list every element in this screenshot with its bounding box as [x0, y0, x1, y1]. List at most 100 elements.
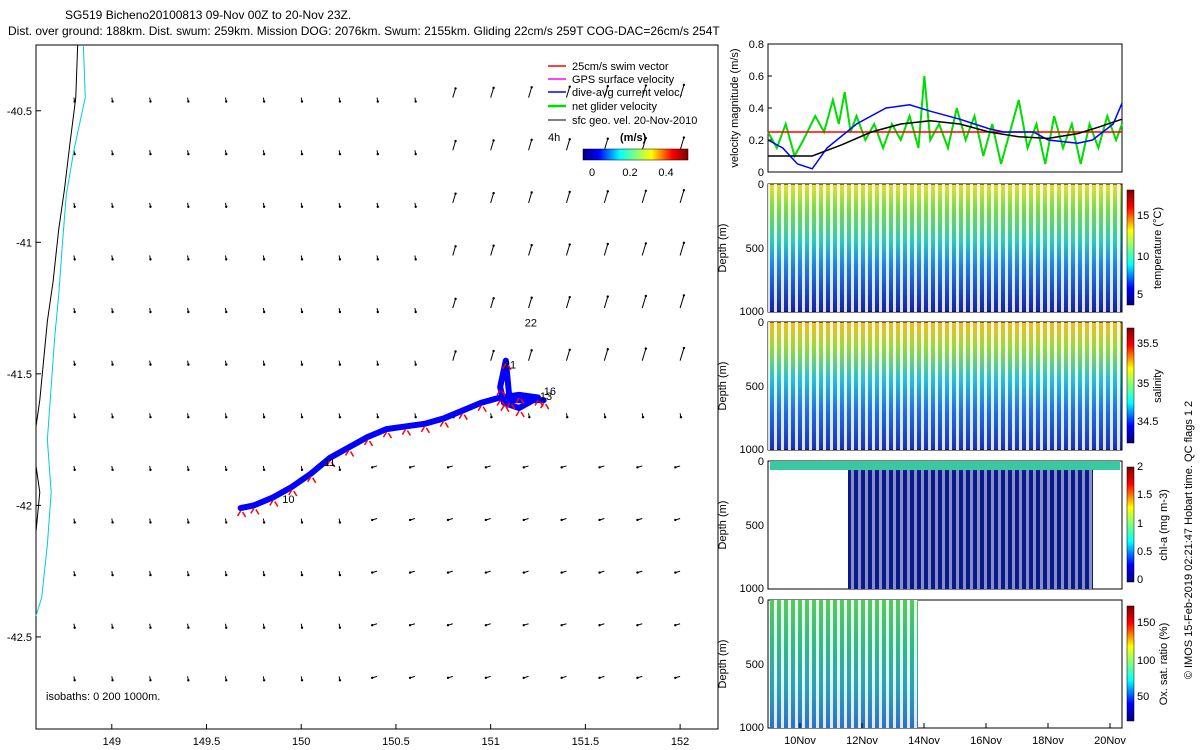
sfc-vel-arrowhead — [73, 573, 76, 577]
sfc-vel-arrowhead — [149, 205, 152, 208]
sfc-vel-arrowhead — [566, 416, 569, 419]
sfc-vel-arrowhead — [446, 571, 450, 574]
salinity-casts — [768, 322, 1122, 450]
swim-vector — [349, 451, 355, 457]
sfc-vel-arrowhead — [568, 190, 571, 194]
cb-tick: 5 — [1137, 289, 1143, 301]
day-label: 22 — [525, 317, 537, 329]
ytick-label: 0.6 — [749, 71, 764, 83]
velocity-panel: 0 0.2 0.4 0.6 0.8 velocity magnitude (m/s) — [729, 39, 1123, 179]
sfc-vel-arrowhead — [598, 624, 601, 627]
swim-vector — [439, 421, 444, 427]
sfc-vel-arrowhead — [300, 521, 304, 524]
sfc-vel-arrowhead — [414, 416, 417, 419]
sfc-vel-arrowhead — [376, 205, 379, 208]
swim-vector — [382, 431, 388, 438]
track-line — [237, 357, 547, 512]
cb-tick: 1 — [1137, 518, 1143, 530]
sfc-vel-arrowhead — [492, 86, 495, 90]
sfc-vel-arrow — [528, 139, 533, 151]
sfc-vel-arrowhead — [149, 100, 152, 103]
speed-colorbar — [582, 148, 689, 161]
sfc-vel-arrowhead — [338, 205, 342, 208]
ytick: 500 — [746, 520, 764, 532]
sfc-vel-arrowhead — [187, 310, 190, 314]
chla-ylabel: Depth (m) — [717, 501, 729, 550]
sfc-vel-arrowhead — [262, 679, 266, 682]
ytick-label: -42.5 — [7, 632, 32, 644]
sfc-vel-arrowhead — [568, 138, 571, 141]
swim-vector — [458, 413, 463, 420]
sfc-vel-arrowhead — [454, 245, 457, 248]
sfc-vel-arrowhead — [300, 573, 304, 577]
swim-vector — [463, 414, 468, 421]
sfc-vel-arrowhead — [262, 626, 266, 629]
sfc-vel-arrowhead — [636, 466, 639, 469]
time-tick-label: 20Nov — [1094, 735, 1126, 747]
chart-subtitle: Dist. over ground: 188km. Dist. swum: 25… — [8, 24, 720, 38]
ytick: 0 — [758, 317, 764, 329]
sfc-vel-arrowhead — [149, 152, 152, 156]
ytick-label: 0.2 — [749, 135, 764, 147]
sfc-vel-arrow — [679, 190, 685, 203]
isobath-0m — [35, 44, 79, 427]
sfc-vel-arrowhead — [641, 416, 645, 419]
sfc-vel-arrowhead — [338, 310, 342, 314]
sfc-vel-arrowhead — [300, 310, 304, 314]
ytick: 1000 — [740, 444, 764, 456]
sfc-vel-arrowhead — [338, 521, 342, 524]
map-legend: 25cm/s swim vector GPS surface velocity … — [548, 61, 697, 179]
sfc-vel-arrowhead — [225, 679, 228, 682]
sfc-vel-arrow — [528, 244, 533, 256]
sfc-vel-arrowhead — [225, 573, 228, 577]
sfc-vel-arrowhead — [414, 363, 417, 366]
swim-vector — [420, 426, 426, 433]
sfc-vel-arrowhead — [606, 242, 609, 246]
swim-vector — [505, 402, 511, 409]
sfc-vel-arrowhead — [530, 138, 533, 142]
sfc-vel-arrowhead — [674, 676, 677, 680]
sfc-vel-arrow — [603, 85, 609, 98]
xtick-label: 150 — [292, 736, 310, 748]
sfc-vel-arrowhead — [530, 296, 533, 299]
sfc-vel-arrowhead — [149, 310, 152, 314]
xtick-label: 149 — [103, 736, 121, 748]
sfc-vel-arrowhead — [674, 518, 677, 522]
sfc-vel-arrowhead — [111, 205, 114, 208]
sfc-vel-arrowhead — [446, 466, 450, 469]
sfc-vel-arrowhead — [187, 258, 190, 261]
ytick: 500 — [746, 659, 764, 671]
sfc-vel-arrowhead — [225, 363, 228, 366]
sfc-vel-arrowhead — [674, 571, 677, 574]
sfc-vel-arrowhead — [682, 241, 686, 245]
sfc-vel-arrowhead — [376, 310, 379, 314]
sfc-vel-arrowhead — [187, 152, 190, 156]
swim-vector — [500, 405, 505, 412]
sfc-vel-arrowhead — [484, 676, 488, 680]
sfc-vel-arrowhead — [338, 679, 342, 682]
velocity-axis: 0 0.2 0.4 0.6 0.8 — [749, 39, 772, 179]
sfc-vel-arrowhead — [300, 100, 304, 103]
sfc-vel-arrowhead — [225, 258, 228, 261]
sfc-vel-arrowhead — [674, 624, 677, 627]
cb-tick: 35.5 — [1137, 338, 1158, 350]
sfc-vel-arrowhead — [446, 624, 450, 627]
temperature-casts — [768, 184, 1122, 312]
sfc-vel-arrow — [679, 295, 685, 309]
sfc-vel-arrow — [641, 138, 647, 151]
sfc-vel-arrowhead — [490, 416, 493, 419]
oxygen-panel: 50 100 150 Ox. sat. ratio (%) Depth (m) … — [717, 595, 1170, 734]
sfc-vel-arrow — [565, 139, 571, 151]
swim-vector — [363, 439, 369, 446]
sfc-vel-arrowhead — [376, 100, 379, 103]
swim-vector — [330, 461, 336, 468]
sfc-vel-arrow — [641, 348, 647, 361]
sfc-vel-arrowhead — [644, 347, 648, 350]
swim-vector — [307, 476, 312, 483]
legend-net: net glider velocity — [572, 101, 657, 113]
sfc-vel-arrowhead — [73, 310, 76, 314]
ytick-label: -41.5 — [7, 369, 32, 381]
sfc-vel-arrowhead — [262, 573, 266, 577]
sfc-vel-arrowhead — [149, 573, 152, 577]
sfc-vel-arrowhead — [414, 310, 417, 314]
